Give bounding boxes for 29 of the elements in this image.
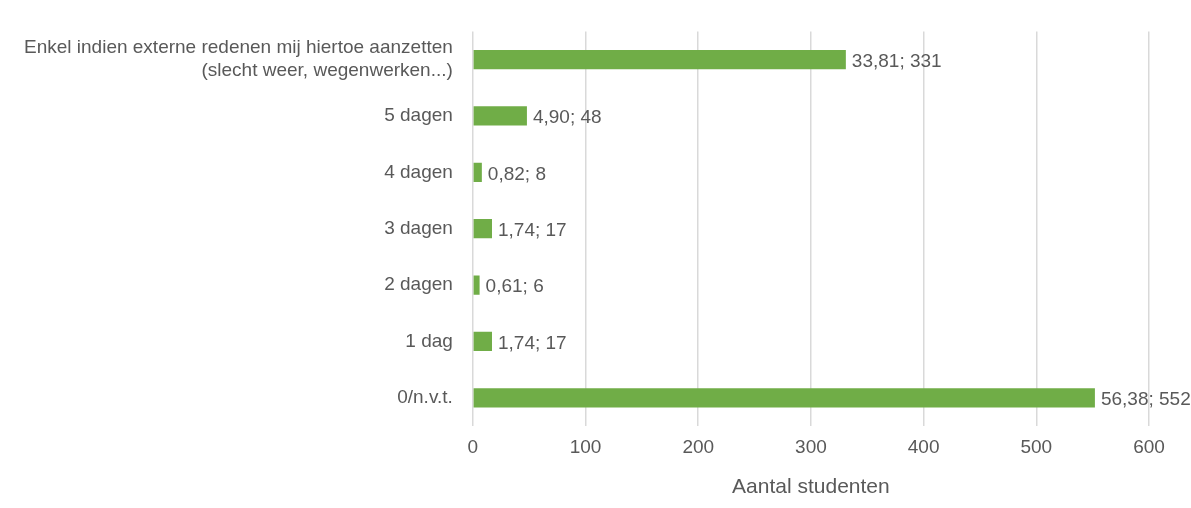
data-label: 1,74; 17 [497,218,567,240]
x-tick-label: 400 [907,435,940,457]
bar [473,219,492,239]
x-tick-label: 100 [569,435,602,457]
y-tick-label: 0/n.v.t. [397,386,453,408]
y-tick-label: 4 dagen [384,160,453,182]
data-label: 56,38; 552 [1100,388,1191,410]
x-tick-label: 600 [1133,435,1165,457]
y-tick-label: 1 dag [405,329,453,351]
bar [473,388,1095,408]
bar [473,275,480,295]
data-label: 4,90; 48 [532,106,602,128]
data-label: 0,61; 6 [485,275,544,297]
y-tick-label: 3 dagen [384,216,453,238]
bar [473,162,482,182]
data-label: 0,82; 8 [487,162,546,184]
bar [473,50,846,70]
data-label: 1,74; 17 [497,331,567,353]
bar [473,331,492,352]
bar [473,106,527,126]
y-tick-label: 5 dagen [384,104,453,126]
data-label: 33,81; 331 [851,49,942,71]
x-tick-label: 500 [1020,435,1053,457]
y-tick-label: Enkel indien externe redenen mij hiertoe aanzetten (slecht weer, wegenwerken...) [23,36,453,81]
x-tick-label: 0 [467,435,479,457]
x-tick-label: 200 [682,435,715,457]
x-axis-title: Aantal studenten [732,474,890,498]
x-tick-label: 300 [795,435,827,457]
y-tick-label: 2 dagen [384,273,453,295]
